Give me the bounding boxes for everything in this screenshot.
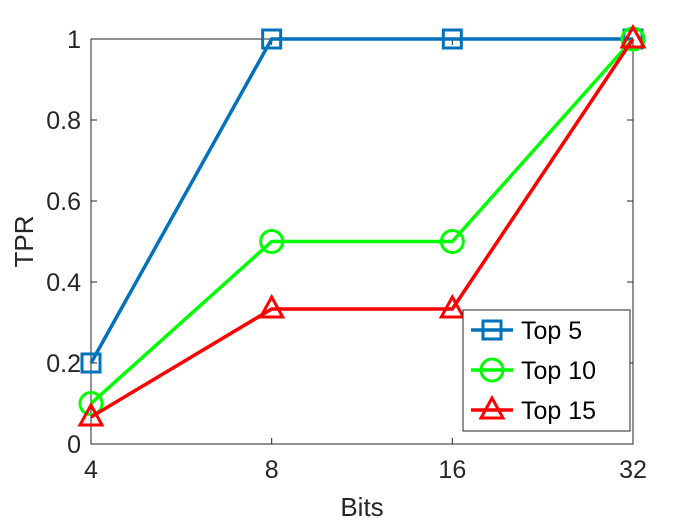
- series-line: [90, 38, 635, 419]
- data-point: [439, 229, 465, 254]
- x-tick-label: 16: [438, 456, 466, 484]
- data-point: [258, 293, 286, 319]
- y-tick-label: 0.8: [46, 107, 81, 135]
- data-point: [78, 391, 104, 416]
- series-top-5: [80, 28, 644, 374]
- legend-label: Top 10: [521, 357, 596, 385]
- data-point: [77, 401, 105, 427]
- axis-ticks: 4 8 16 32 0 0.2 0.4 0.6 0.8 1: [46, 26, 647, 484]
- legend: Top 5 Top 10 Top 15: [462, 309, 631, 432]
- series-top-15: [77, 23, 647, 427]
- legend-label: Top 15: [521, 397, 596, 425]
- x-tick-label: 4: [84, 456, 98, 484]
- series-line: [89, 37, 635, 405]
- legend-marker: [479, 357, 505, 383]
- x-axis-title: Bits: [340, 492, 383, 522]
- legend-label: Top 5: [521, 317, 582, 345]
- data-point: [259, 229, 285, 254]
- legend-entry: Top 15: [471, 394, 596, 425]
- legend-marker: [478, 394, 506, 420]
- x-tick-label: 8: [265, 456, 279, 484]
- y-tick-label: 0.2: [46, 350, 81, 378]
- data-point: [261, 28, 283, 50]
- y-tick-label: 0.6: [46, 188, 81, 216]
- data-point: [438, 293, 466, 319]
- x-tick-label: 32: [619, 456, 647, 484]
- series-line: [89, 37, 633, 364]
- legend-entry: Top 5: [471, 317, 582, 345]
- legend-marker: [481, 319, 503, 341]
- y-axis-title: TPR: [9, 216, 39, 268]
- legend-entry: Top 10: [471, 357, 596, 385]
- data-point: [441, 28, 463, 50]
- series-layer: [77, 23, 647, 427]
- y-tick-label: 1: [67, 26, 81, 54]
- data-point: [80, 352, 102, 374]
- y-tick-label: 0.4: [46, 269, 81, 297]
- y-tick-label: 0: [67, 431, 81, 459]
- data-point: [619, 23, 647, 49]
